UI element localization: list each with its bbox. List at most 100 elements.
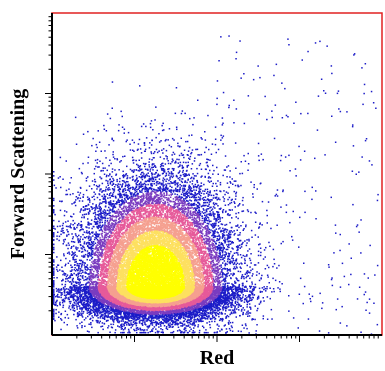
data-point bbox=[184, 150, 186, 152]
data-point bbox=[81, 325, 83, 327]
data-point bbox=[217, 231, 219, 233]
data-point bbox=[72, 304, 74, 306]
data-point bbox=[185, 318, 187, 320]
data-point bbox=[285, 156, 287, 158]
data-point bbox=[232, 209, 234, 211]
data-point bbox=[277, 189, 279, 191]
data-point bbox=[144, 322, 146, 324]
data-point bbox=[62, 230, 64, 232]
data-point bbox=[105, 157, 107, 159]
data-point bbox=[182, 189, 184, 191]
data-point bbox=[141, 152, 143, 154]
data-point bbox=[75, 233, 77, 235]
data-point bbox=[211, 195, 213, 197]
data-point bbox=[231, 247, 233, 249]
data-point bbox=[241, 300, 243, 302]
data-point bbox=[209, 211, 211, 213]
data-point bbox=[224, 248, 226, 250]
data-point bbox=[373, 102, 375, 104]
data-point bbox=[71, 292, 73, 294]
data-point bbox=[83, 194, 85, 196]
data-point bbox=[228, 253, 230, 255]
data-point bbox=[53, 198, 55, 200]
data-point bbox=[105, 180, 107, 182]
data-point bbox=[193, 187, 195, 189]
data-point bbox=[65, 221, 67, 223]
data-point bbox=[217, 328, 219, 330]
data-point bbox=[236, 297, 238, 299]
data-point bbox=[113, 184, 115, 186]
data-point bbox=[72, 220, 74, 222]
data-point bbox=[70, 303, 72, 305]
data-point bbox=[59, 291, 61, 293]
data-point bbox=[115, 197, 117, 199]
data-point bbox=[155, 137, 157, 139]
data-point bbox=[268, 267, 270, 269]
data-point bbox=[156, 149, 158, 151]
data-point bbox=[312, 296, 314, 298]
data-point bbox=[53, 171, 55, 173]
data-point bbox=[99, 322, 101, 324]
data-point bbox=[151, 159, 153, 161]
data-point bbox=[119, 181, 121, 183]
data-point bbox=[136, 325, 138, 327]
data-point bbox=[199, 199, 201, 201]
data-point bbox=[140, 169, 142, 171]
data-point bbox=[209, 321, 211, 323]
data-point bbox=[331, 197, 333, 199]
data-point bbox=[107, 170, 109, 172]
data-point bbox=[246, 245, 248, 247]
data-point bbox=[99, 142, 101, 144]
data-point bbox=[88, 227, 90, 229]
data-point bbox=[249, 248, 251, 250]
data-point bbox=[108, 325, 110, 327]
data-point bbox=[215, 139, 217, 141]
data-point bbox=[56, 238, 58, 240]
data-point bbox=[188, 325, 190, 327]
data-point bbox=[199, 314, 201, 316]
data-point bbox=[258, 262, 260, 264]
data-point bbox=[93, 226, 95, 228]
data-point bbox=[232, 262, 234, 264]
data-point bbox=[176, 87, 178, 89]
data-point bbox=[220, 135, 222, 137]
data-point bbox=[231, 227, 233, 229]
data-point bbox=[269, 246, 271, 248]
data-point bbox=[362, 104, 364, 106]
data-point bbox=[82, 239, 84, 241]
data-point bbox=[193, 330, 195, 332]
data-point bbox=[304, 151, 306, 153]
data-point bbox=[84, 319, 86, 321]
data-point bbox=[209, 170, 211, 172]
data-point bbox=[81, 314, 83, 316]
data-point bbox=[262, 159, 264, 161]
data-point bbox=[168, 316, 170, 318]
data-point bbox=[203, 202, 205, 204]
data-point bbox=[206, 193, 208, 195]
data-point bbox=[110, 192, 112, 194]
data-point bbox=[176, 127, 178, 129]
data-point bbox=[91, 188, 93, 190]
data-point bbox=[235, 213, 237, 215]
data-point bbox=[85, 237, 87, 239]
data-point bbox=[139, 332, 141, 334]
data-point bbox=[214, 321, 216, 323]
data-point bbox=[304, 212, 306, 214]
data-point bbox=[234, 180, 236, 182]
data-point bbox=[243, 230, 245, 232]
data-point bbox=[248, 312, 250, 314]
data-point bbox=[70, 223, 72, 225]
data-point bbox=[66, 235, 68, 237]
data-point bbox=[222, 124, 224, 126]
data-point bbox=[80, 236, 82, 238]
data-point bbox=[248, 153, 250, 155]
data-point bbox=[53, 240, 55, 242]
data-point bbox=[314, 158, 316, 160]
data-point bbox=[80, 209, 82, 211]
data-point bbox=[168, 171, 170, 173]
data-point bbox=[88, 331, 90, 333]
data-point bbox=[112, 154, 114, 156]
data-point bbox=[232, 309, 234, 311]
data-point bbox=[122, 326, 124, 328]
data-point bbox=[131, 315, 133, 317]
